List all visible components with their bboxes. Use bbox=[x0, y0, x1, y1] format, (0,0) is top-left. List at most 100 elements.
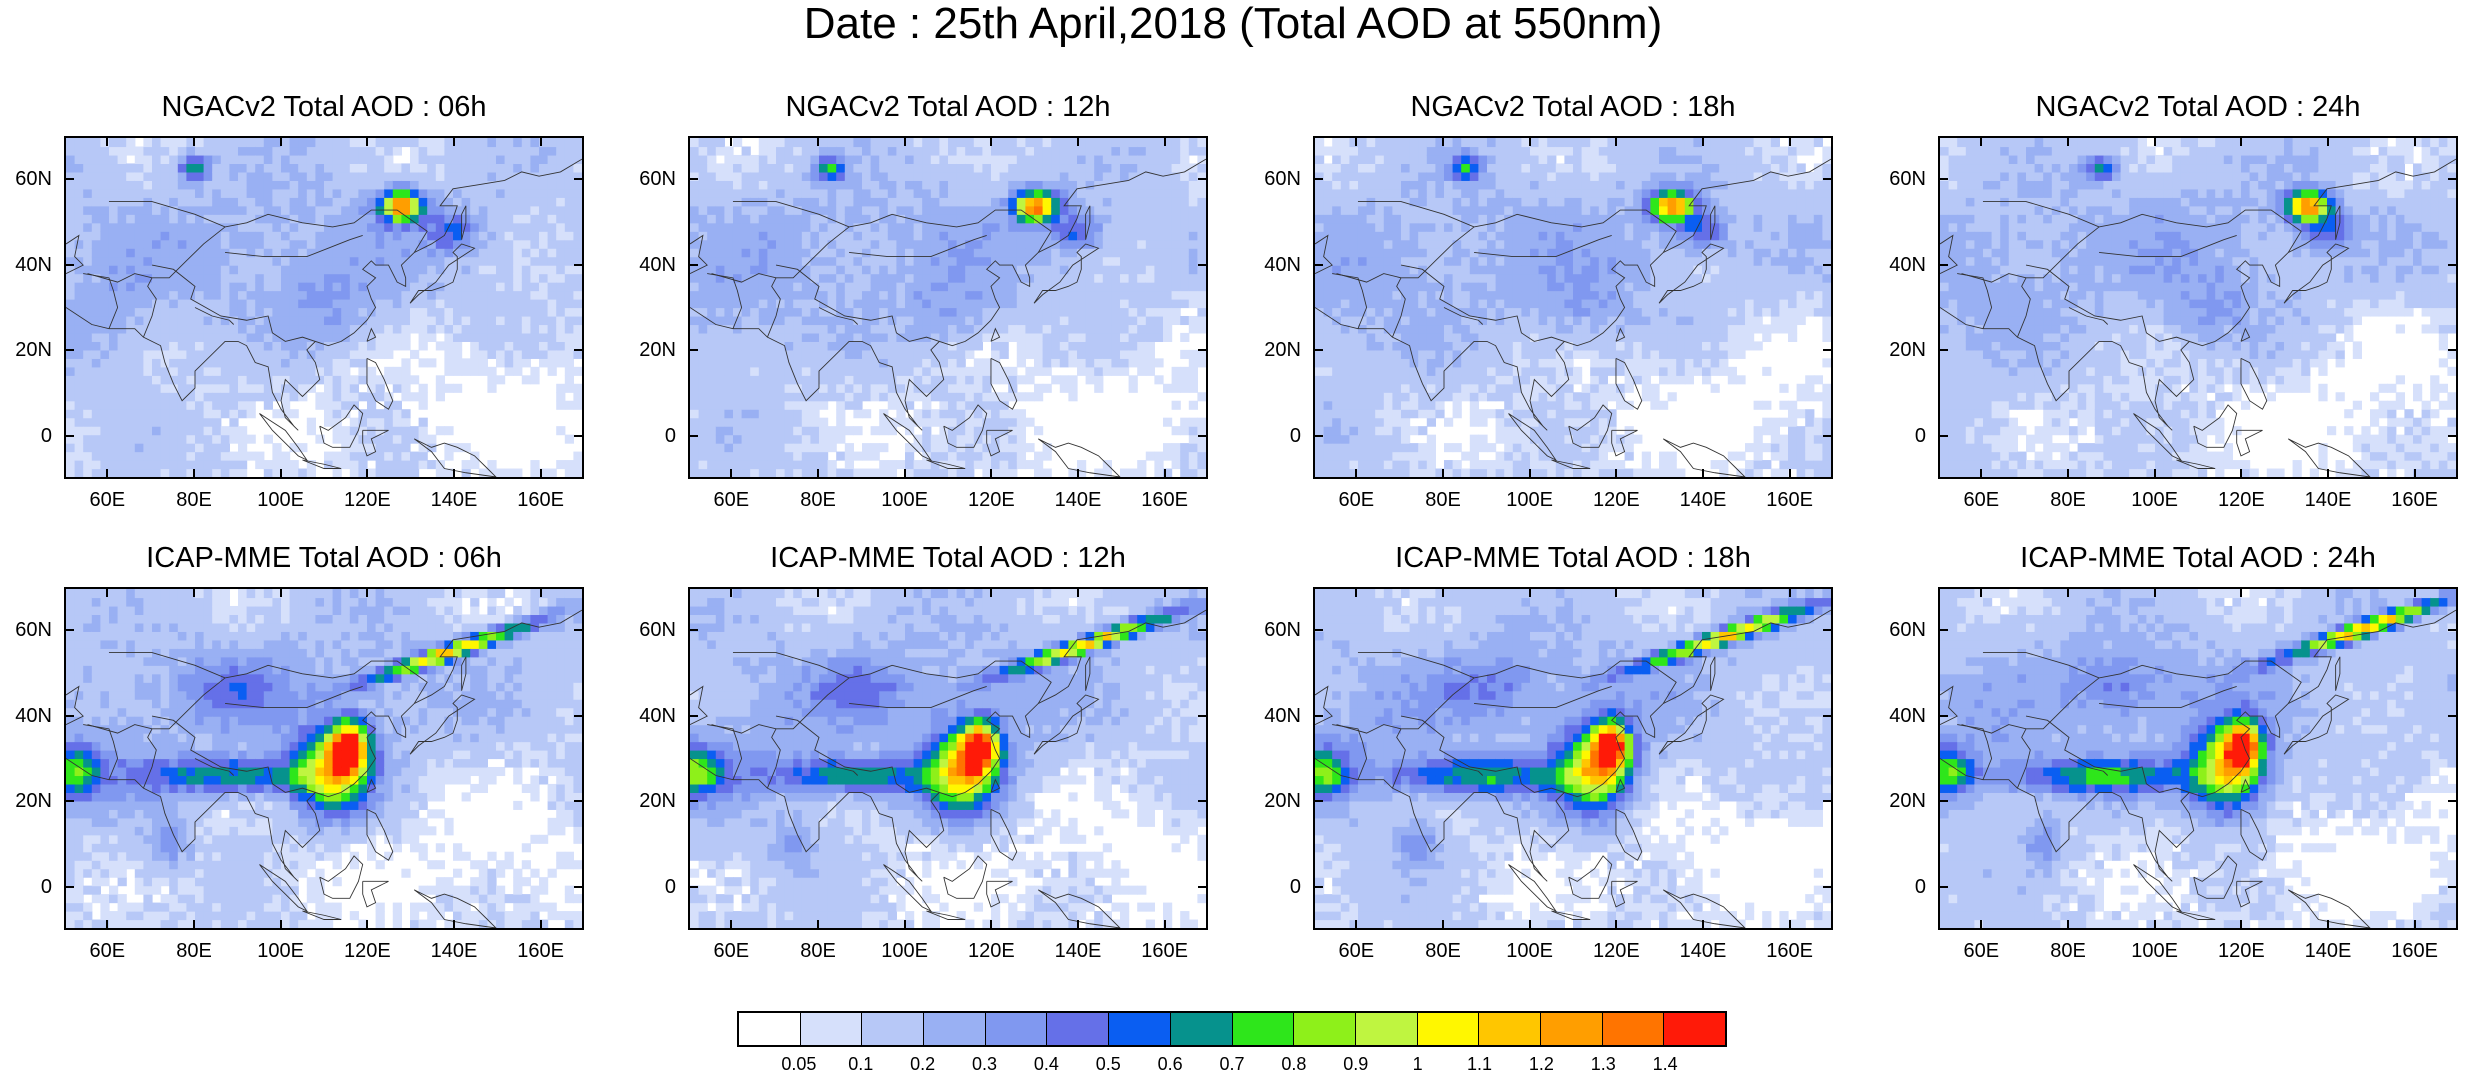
colorbar-label: 0.8 bbox=[1269, 1054, 1319, 1074]
colorbar-cell bbox=[1171, 1013, 1233, 1045]
lat-tick-mark bbox=[1198, 349, 1206, 351]
colorbar-cell bbox=[924, 1013, 986, 1045]
lat-tick-mark bbox=[1315, 264, 1323, 266]
aod-map-icap-mme-24h bbox=[1938, 587, 2458, 930]
lon-tick-label: 100E bbox=[1500, 940, 1560, 962]
lon-tick-mark bbox=[193, 138, 195, 146]
lon-tick-mark bbox=[1789, 138, 1791, 146]
lon-tick-mark bbox=[1702, 589, 1704, 597]
lon-tick-label: 60E bbox=[1326, 489, 1386, 511]
lon-tick-label: 80E bbox=[788, 940, 848, 962]
lat-tick-label: 0 bbox=[630, 876, 676, 898]
lat-tick-mark bbox=[1940, 264, 1948, 266]
lon-tick-mark bbox=[280, 469, 282, 477]
lon-tick-label: 140E bbox=[1673, 489, 1733, 511]
lat-tick-mark bbox=[1823, 435, 1831, 437]
lat-tick-mark bbox=[2448, 800, 2456, 802]
lon-tick-label: 100E bbox=[251, 489, 311, 511]
aod-field bbox=[1315, 589, 1831, 928]
lat-tick-mark bbox=[1198, 800, 1206, 802]
lat-tick-mark bbox=[1198, 629, 1206, 631]
lat-tick-mark bbox=[1823, 349, 1831, 351]
lon-tick-label: 160E bbox=[511, 489, 571, 511]
lat-tick-mark bbox=[1940, 349, 1948, 351]
lat-tick-mark bbox=[2448, 435, 2456, 437]
lat-tick-mark bbox=[690, 264, 698, 266]
lon-tick-mark bbox=[2154, 138, 2156, 146]
lon-tick-mark bbox=[366, 469, 368, 477]
lat-tick-label: 40N bbox=[1255, 705, 1301, 727]
lon-tick-mark bbox=[2240, 920, 2242, 928]
panel-title: ICAP-MME Total AOD : 06h bbox=[44, 541, 604, 575]
lat-tick-mark bbox=[574, 349, 582, 351]
lon-tick-label: 80E bbox=[2038, 940, 2098, 962]
lat-tick-mark bbox=[66, 264, 74, 266]
colorbar-cell bbox=[1541, 1013, 1603, 1045]
lon-tick-label: 100E bbox=[2125, 489, 2185, 511]
lat-tick-mark bbox=[574, 264, 582, 266]
lon-tick-label: 60E bbox=[701, 940, 761, 962]
lat-tick-label: 0 bbox=[6, 876, 52, 898]
lat-tick-mark bbox=[574, 435, 582, 437]
lon-tick-mark bbox=[1702, 920, 1704, 928]
lat-tick-mark bbox=[1940, 435, 1948, 437]
lat-tick-mark bbox=[1315, 435, 1323, 437]
panel-title: NGACv2 Total AOD : 06h bbox=[44, 90, 604, 124]
lon-tick-label: 60E bbox=[701, 489, 761, 511]
lon-tick-mark bbox=[193, 920, 195, 928]
lat-tick-mark bbox=[1198, 178, 1206, 180]
lon-tick-label: 140E bbox=[2298, 489, 2358, 511]
lat-tick-label: 0 bbox=[6, 425, 52, 447]
lat-tick-mark bbox=[574, 886, 582, 888]
lat-tick-mark bbox=[690, 715, 698, 717]
lon-tick-mark bbox=[2414, 469, 2416, 477]
lon-tick-mark bbox=[366, 920, 368, 928]
lat-tick-mark bbox=[66, 629, 74, 631]
lon-tick-mark bbox=[1164, 138, 1166, 146]
lon-tick-mark bbox=[106, 138, 108, 146]
lat-tick-label: 0 bbox=[1880, 876, 1926, 898]
lon-tick-label: 140E bbox=[1048, 489, 1108, 511]
colorbar-label: 0.3 bbox=[960, 1054, 1010, 1074]
aod-map-icap-mme-06h bbox=[64, 587, 584, 930]
lon-tick-mark bbox=[1529, 920, 1531, 928]
lat-tick-label: 20N bbox=[1880, 790, 1926, 812]
lat-tick-mark bbox=[1823, 178, 1831, 180]
lon-tick-mark bbox=[1702, 138, 1704, 146]
aod-field bbox=[690, 589, 1206, 928]
lon-tick-mark bbox=[366, 589, 368, 597]
lon-tick-mark bbox=[193, 589, 195, 597]
lon-tick-mark bbox=[1529, 138, 1531, 146]
lon-tick-mark bbox=[2240, 138, 2242, 146]
lon-tick-mark bbox=[817, 920, 819, 928]
lon-tick-mark bbox=[990, 589, 992, 597]
colorbar-label: 1.3 bbox=[1578, 1054, 1628, 1074]
lat-tick-mark bbox=[66, 435, 74, 437]
lat-tick-mark bbox=[1315, 886, 1323, 888]
lat-tick-label: 40N bbox=[1880, 254, 1926, 276]
lon-tick-label: 120E bbox=[337, 489, 397, 511]
lon-tick-label: 140E bbox=[1673, 940, 1733, 962]
lat-tick-label: 40N bbox=[630, 705, 676, 727]
colorbar-label: 1.4 bbox=[1640, 1054, 1690, 1074]
lon-tick-label: 120E bbox=[2211, 489, 2271, 511]
lon-tick-mark bbox=[1077, 469, 1079, 477]
lon-tick-mark bbox=[2414, 138, 2416, 146]
lon-tick-label: 80E bbox=[788, 489, 848, 511]
lon-tick-mark bbox=[2327, 589, 2329, 597]
lat-tick-mark bbox=[1198, 886, 1206, 888]
lon-tick-mark bbox=[1980, 138, 1982, 146]
lon-tick-mark bbox=[453, 920, 455, 928]
lat-tick-label: 60N bbox=[1255, 619, 1301, 641]
lat-tick-mark bbox=[66, 178, 74, 180]
aod-map-icap-mme-18h bbox=[1313, 587, 1833, 930]
lon-tick-label: 100E bbox=[251, 940, 311, 962]
lat-tick-mark bbox=[574, 800, 582, 802]
lat-tick-mark bbox=[1315, 800, 1323, 802]
aod-map-ngacv2-24h bbox=[1938, 136, 2458, 479]
lat-tick-mark bbox=[1940, 178, 1948, 180]
lat-tick-label: 60N bbox=[630, 168, 676, 190]
lon-tick-mark bbox=[1789, 469, 1791, 477]
colorbar-cell bbox=[801, 1013, 863, 1045]
lat-tick-mark bbox=[690, 349, 698, 351]
